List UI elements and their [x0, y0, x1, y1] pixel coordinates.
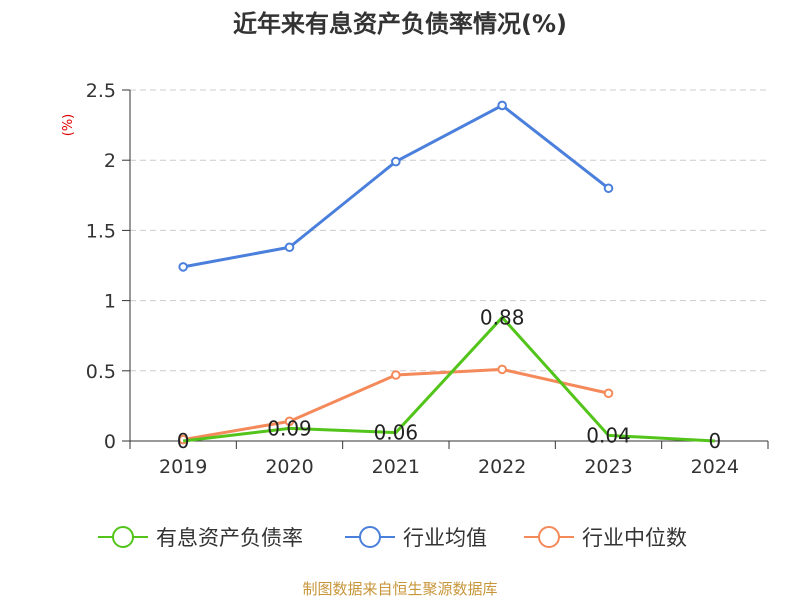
series-group: [178, 100, 715, 445]
legend-item: 有息资产负债率: [98, 526, 303, 550]
data-label: 0: [708, 429, 721, 453]
legend-label: 行业中位数: [582, 526, 687, 550]
x-tick-label: 2023: [584, 456, 632, 478]
data-label: 0: [177, 429, 190, 453]
axes: 0 0.5 1 1.5 2 2.5 2019 2020 2021 2022 2023 2024: [86, 80, 769, 478]
x-tick-label: 2020: [265, 456, 313, 478]
legend-swatch-marker: [112, 526, 134, 548]
legend-swatch-marker: [359, 526, 381, 548]
legend-label: 有息资产负债率: [156, 526, 303, 550]
series-point: [603, 183, 614, 194]
y-tick-label: 0.5: [86, 361, 116, 383]
data-labels: 0 0.09 0.06 0.88 0.04 0: [177, 305, 721, 453]
data-label: 0.88: [480, 305, 525, 329]
chart-title: 近年来有息资产负债率情况(%): [233, 10, 567, 38]
series-point: [497, 364, 507, 375]
data-label: 0.09: [267, 416, 312, 440]
legend-swatch-marker: [538, 526, 560, 548]
data-label: 0.04: [586, 423, 631, 447]
source-note: 制图数据来自恒生聚源数据库: [302, 580, 497, 598]
series-point: [284, 416, 295, 427]
legend-label: 行业均值: [403, 526, 487, 550]
series-point: [178, 262, 188, 272]
series-point: [497, 100, 507, 111]
series-point: [603, 388, 614, 399]
gridlines: [130, 89, 768, 372]
x-tick-label: 2022: [478, 456, 526, 478]
y-tick-label: 2: [104, 150, 116, 172]
legend-item: 行业中位数: [524, 526, 687, 550]
y-tick-label: 0: [104, 431, 116, 453]
x-tick-label: 2021: [372, 456, 420, 478]
y-axis-label: (%): [61, 114, 76, 137]
series-point: [284, 242, 295, 253]
x-tick-label: 2019: [159, 456, 207, 478]
series-line: [182, 103, 610, 269]
series-point: [391, 370, 401, 380]
data-label: 0.06: [374, 421, 419, 445]
legend-item: 行业均值: [345, 526, 487, 550]
y-tick-label: 1.5: [86, 220, 116, 242]
series-point: [391, 156, 401, 167]
legend: 有息资产负债率 行业均值 行业中位数: [98, 526, 687, 550]
series-line: [182, 315, 715, 443]
y-tick-label: 1: [104, 291, 116, 313]
y-tick-label: 2.5: [86, 80, 116, 102]
x-tick-label: 2024: [691, 456, 739, 478]
